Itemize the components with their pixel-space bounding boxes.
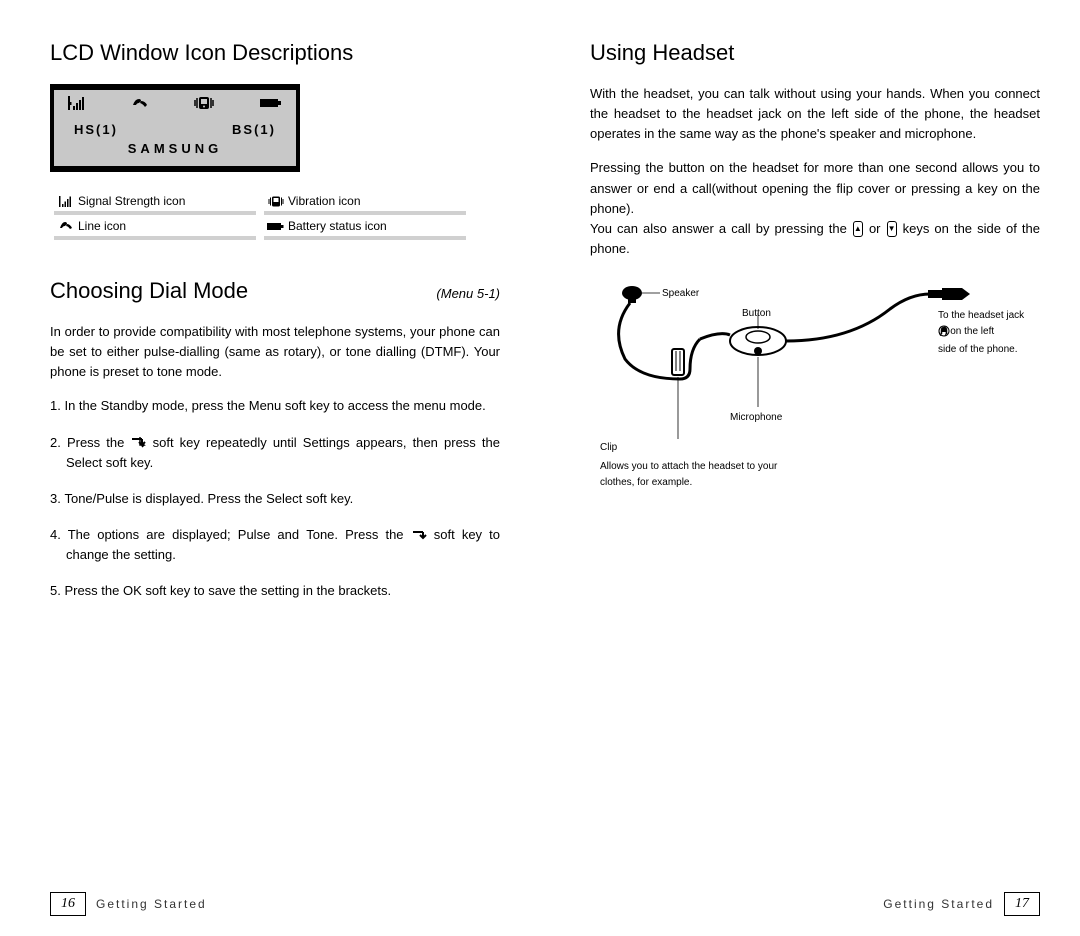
step-2: 2. Press the soft key repeatedly until S…	[50, 433, 500, 473]
line-icon	[54, 221, 78, 231]
headset-diagram: Speaker Button Microphone Clip Allows yo…	[590, 279, 1030, 499]
vibration-icon	[193, 96, 215, 115]
dial-mode-header: Choosing Dial Mode (Menu 5-1)	[50, 278, 500, 304]
footer-right: Getting Started 17	[883, 892, 1040, 916]
button-label: Button	[742, 307, 771, 321]
down-key-icon: ▼	[887, 221, 897, 237]
lcd-screen: HS(1) BS(1) SAMSUNG	[50, 84, 300, 172]
page-number-right: 17	[1004, 892, 1040, 916]
footer-left: 16 Getting Started	[50, 892, 207, 916]
page-number-left: 16	[50, 892, 86, 916]
battery-icon	[264, 222, 288, 231]
up-key-icon: ▲	[853, 221, 863, 237]
legend-col-1: Signal Strength icon Line icon	[50, 194, 260, 244]
page-right: Using Headset With the headset, you can …	[540, 0, 1080, 936]
signal-icon	[54, 196, 78, 207]
legend-col-2: Vibration icon Battery status icon	[260, 194, 470, 244]
down-arrow-icon	[411, 530, 427, 542]
lcd-brand: SAMSUNG	[54, 139, 296, 166]
line-icon	[131, 96, 149, 114]
legend-vibration-label: Vibration icon	[288, 194, 361, 208]
step-1: 1. In the Standby mode, press the Menu s…	[50, 396, 500, 416]
footer-label-right: Getting Started	[883, 897, 994, 911]
jack-label-3: side of the phone.	[938, 343, 1018, 357]
headset-p1: With the headset, you can talk without u…	[590, 84, 1040, 144]
lcd-bs: BS(1)	[232, 122, 276, 137]
speaker-label: Speaker	[662, 287, 699, 301]
icon-legend: Signal Strength icon Line icon Vibration…	[50, 194, 470, 244]
step-4: 4. The options are displayed; Pulse and …	[50, 525, 500, 565]
lcd-title: LCD Window Icon Descriptions	[50, 40, 500, 66]
legend-signal-label: Signal Strength icon	[78, 194, 185, 208]
legend-signal: Signal Strength icon	[54, 194, 256, 215]
dial-steps: 1. In the Standby mode, press the Menu s…	[50, 396, 500, 601]
lcd-text-row: HS(1) BS(1)	[54, 120, 296, 139]
down-arrow-icon	[130, 437, 146, 449]
legend-line-label: Line icon	[78, 219, 126, 233]
clip-desc: Allows you to attach the headset to your…	[600, 459, 800, 491]
page-left: LCD Window Icon Descriptions HS(1) BS(1)…	[0, 0, 540, 936]
microphone-label: Microphone	[730, 411, 782, 425]
legend-line: Line icon	[54, 219, 256, 240]
legend-battery: Battery status icon	[264, 219, 466, 240]
step-5: 5. Press the OK soft key to save the set…	[50, 581, 500, 601]
jack-label-1: To the headset jack	[938, 309, 1024, 323]
dial-intro: In order to provide compatibility with m…	[50, 322, 500, 382]
battery-icon	[260, 96, 282, 114]
headphone-jack-icon	[938, 325, 950, 337]
lcd-icon-row	[54, 90, 296, 120]
lcd-hs: HS(1)	[74, 122, 118, 137]
legend-battery-label: Battery status icon	[288, 219, 387, 233]
jack-label-2: ( ) on the left	[938, 325, 994, 339]
step-3: 3. Tone/Pulse is displayed. Press the Se…	[50, 489, 500, 509]
menu-ref: (Menu 5-1)	[436, 286, 500, 301]
signal-icon	[68, 96, 86, 115]
vibration-icon	[264, 196, 288, 207]
clip-label: Clip	[600, 441, 617, 455]
headset-p2: Pressing the button on the headset for m…	[590, 158, 1040, 259]
legend-vibration: Vibration icon	[264, 194, 466, 215]
headset-title: Using Headset	[590, 40, 1040, 66]
footer-label-left: Getting Started	[96, 897, 207, 911]
dial-mode-title: Choosing Dial Mode	[50, 278, 248, 304]
